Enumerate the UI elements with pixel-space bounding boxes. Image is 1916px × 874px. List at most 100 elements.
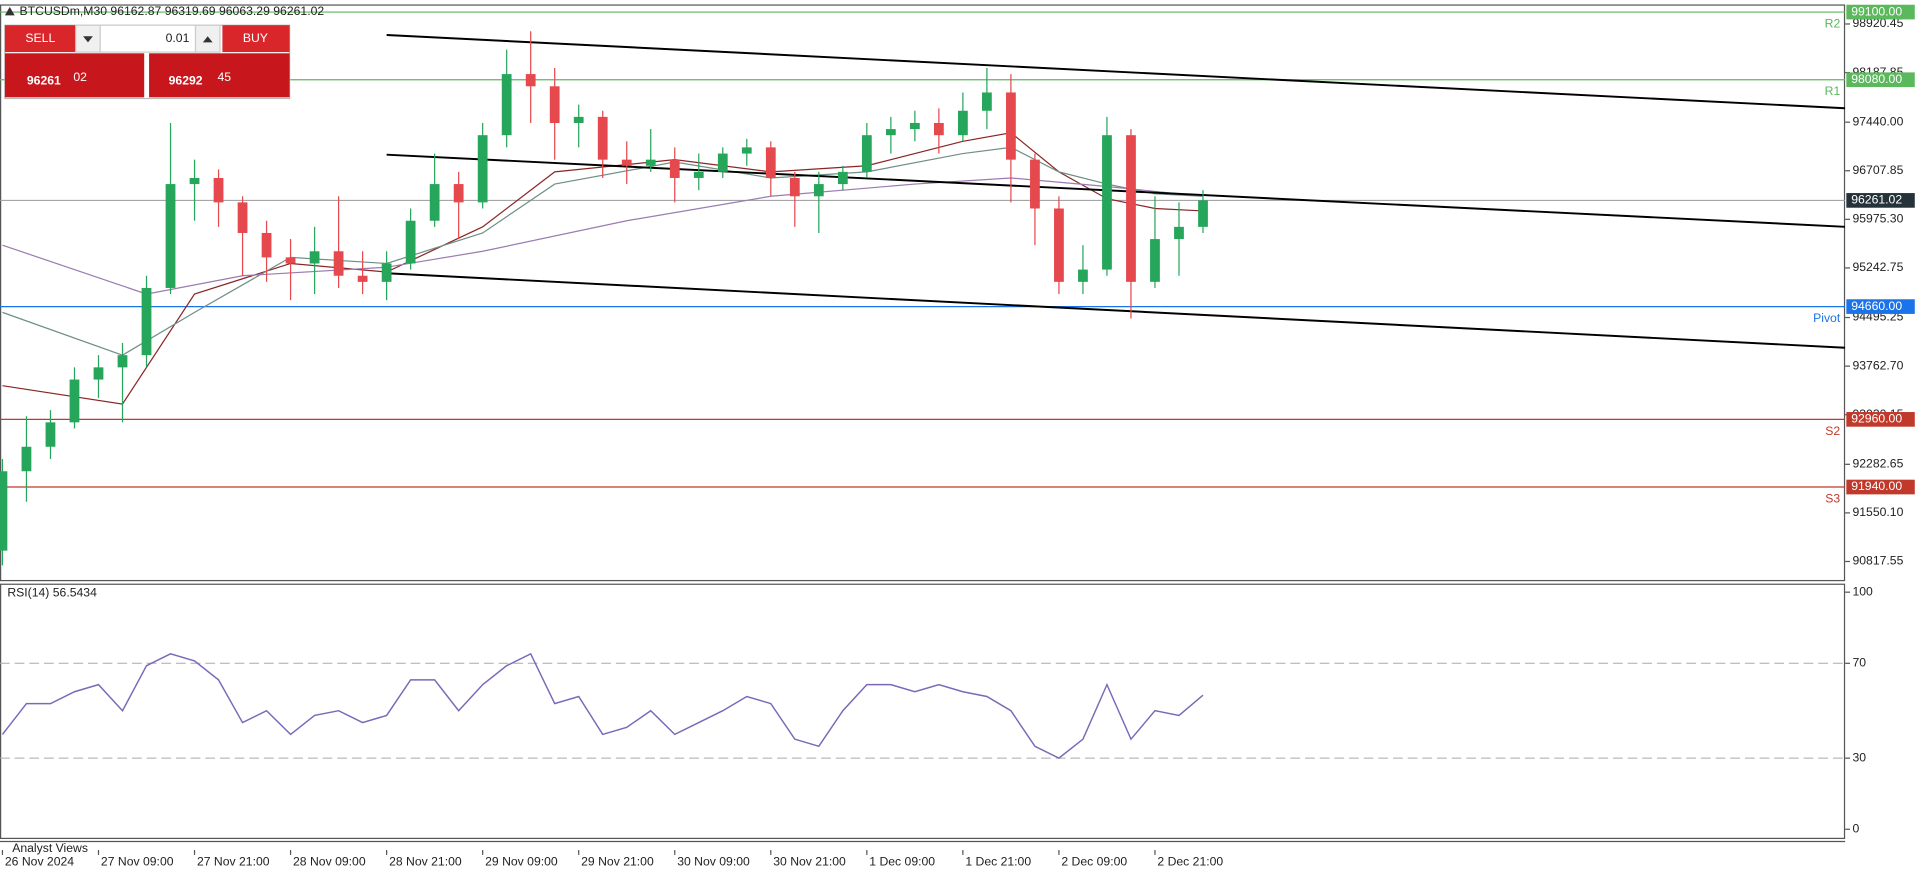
y-tick-label: 92282.65: [1852, 457, 1903, 471]
candle-body: [549, 86, 560, 123]
main-panel-frame: [0, 4, 1846, 582]
volume-up[interactable]: [194, 24, 221, 53]
candle-body: [429, 184, 440, 221]
ask-pips[interactable]: 45: [218, 70, 232, 84]
level-price-label: 94660.00: [1851, 299, 1902, 313]
candle-body: [93, 367, 104, 380]
moving-average: [2, 177, 1204, 295]
candle-body: [477, 135, 488, 203]
candle-body: [1174, 226, 1184, 240]
y-tick-label: 100: [1852, 584, 1873, 598]
level-name: S2: [1825, 424, 1840, 438]
candle-body: [765, 147, 776, 178]
rsi-line: [1, 652, 1204, 759]
volume-value[interactable]: 0.01: [166, 31, 190, 45]
buy-label[interactable]: BUY: [243, 31, 268, 45]
candle-body: [885, 129, 896, 136]
candle-body: [1198, 200, 1208, 227]
candle-body: [645, 159, 656, 166]
level-price-box: [1846, 299, 1915, 314]
candle-body: [213, 177, 224, 203]
candle-body: [1102, 135, 1112, 270]
candle-body: [117, 355, 128, 368]
y-tick-label: 97440.00: [1852, 114, 1903, 128]
trendline: [386, 34, 1846, 110]
x-tick-label: 30 Nov 09:00: [677, 854, 750, 868]
candle-body: [958, 110, 968, 136]
y-tick-label: 95975.30: [1852, 212, 1903, 226]
y-tick-label: 30: [1852, 750, 1866, 764]
chart-title: BTCUSDm,M30 96162.87 96319.69 96063.29 9…: [20, 4, 325, 18]
y-tick-label: 95242.75: [1852, 260, 1903, 274]
candle-body: [0, 471, 8, 551]
down-arrow: [83, 36, 93, 43]
level-name: S3: [1825, 491, 1840, 505]
x-tick-label: 29 Nov 21:00: [581, 854, 654, 868]
candle-body: [693, 171, 704, 178]
sell-label[interactable]: SELL: [25, 31, 55, 45]
buy-button[interactable]: [222, 25, 290, 53]
ask-box[interactable]: [149, 53, 290, 98]
analyst-views-tab[interactable]: Analyst Views: [12, 841, 88, 855]
x-tick-label: 28 Nov 09:00: [293, 854, 366, 868]
y-tick-label: 96707.85: [1852, 163, 1903, 177]
candle-body: [1078, 269, 1088, 282]
x-tick-label: 26 Nov 2024: [5, 854, 74, 868]
bid-box[interactable]: [4, 53, 145, 98]
volume-field[interactable]: [99, 24, 197, 53]
candle-body: [285, 257, 296, 264]
candle-body: [909, 122, 920, 130]
candle-body: [453, 184, 464, 203]
trendline: [386, 272, 1846, 349]
candle-body: [357, 275, 368, 282]
candle-body: [861, 135, 872, 172]
y-tick-label: 91550.10: [1852, 505, 1903, 519]
candle-body: [189, 177, 200, 185]
level-price-label: 98080.00: [1851, 72, 1902, 86]
candle-body: [1150, 239, 1160, 282]
sell-button[interactable]: [4, 25, 76, 53]
bid-main[interactable]: 96261: [27, 74, 61, 88]
level-price-box: [1846, 412, 1915, 427]
x-tick-label: 27 Nov 09:00: [101, 854, 174, 868]
x-tick-label: 1 Dec 21:00: [965, 854, 1031, 868]
level-price-label: 99100.00: [1851, 4, 1902, 18]
candle-body: [1054, 208, 1064, 282]
y-tick-label: 98920.45: [1852, 16, 1903, 30]
level-price-label: 91940.00: [1851, 479, 1902, 493]
candle-body: [525, 74, 536, 87]
candle-body: [309, 251, 320, 264]
candle-body: [261, 232, 272, 258]
candle-body: [621, 159, 632, 166]
y-tick-label: 93762.70: [1852, 358, 1903, 372]
x-tick-label: 27 Nov 21:00: [197, 854, 270, 868]
level-price-box: [1846, 479, 1915, 495]
candle-body: [837, 171, 848, 185]
candle-body: [45, 422, 56, 447]
symbol-icon: [4, 6, 15, 16]
candle-body: [333, 251, 344, 276]
level-price-box: [1846, 72, 1915, 88]
rsi-title: RSI(14) 56.5434: [7, 586, 97, 600]
candle-body: [741, 147, 752, 154]
level-price-box: [1846, 4, 1915, 20]
y-tick-label: 90817.55: [1852, 554, 1903, 568]
volume-down[interactable]: [75, 24, 101, 53]
x-tick-label: 2 Dec 09:00: [1061, 854, 1127, 868]
candle-body: [717, 153, 728, 172]
candle-body: [405, 220, 416, 264]
candle-body: [237, 202, 248, 233]
trendline: [386, 153, 1846, 228]
ask-main[interactable]: 96292: [169, 74, 203, 88]
candle-body: [669, 159, 680, 178]
candle-body: [933, 122, 944, 136]
bid-pips[interactable]: 02: [73, 70, 87, 84]
candle-body: [165, 184, 176, 288]
level-price-label: 92960.00: [1851, 412, 1902, 426]
x-tick-label: 2 Dec 21:00: [1157, 854, 1223, 868]
level-name: R1: [1825, 84, 1841, 98]
candle-body: [141, 287, 152, 356]
level-name: Pivot: [1813, 311, 1841, 325]
level-name: R2: [1825, 17, 1841, 31]
